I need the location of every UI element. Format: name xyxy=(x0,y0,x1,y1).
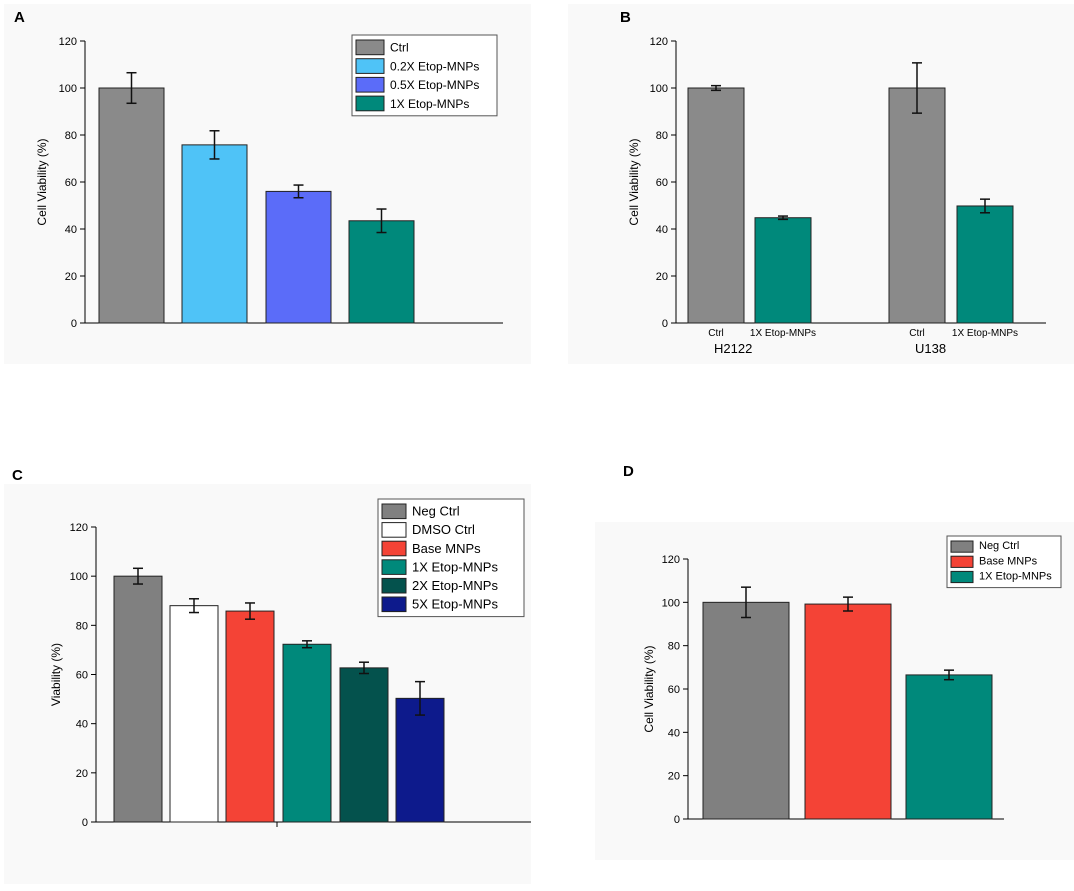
panel-b-bar xyxy=(888,87,946,324)
panel-b-chart: B 0 20 40 60 80 100 120 Cell Viability (%) Ctrl 1X… xyxy=(620,9,1046,356)
panel-a-ytick-label: 0 xyxy=(71,318,77,330)
panel-a-legend-label: 0.5X Etop-MNPs xyxy=(390,78,479,92)
panel-c-bar xyxy=(113,575,163,823)
panel-c-legend-label: Base MNPs xyxy=(412,541,481,556)
panel-d-bar xyxy=(702,601,790,820)
panel-a-legend: Ctrl 0.2X Etop-MNPs 0.5X Etop-MNPs 1X Etop-… xyxy=(351,34,498,117)
panel-d-legend-swatch xyxy=(950,555,974,568)
panel-b-bar xyxy=(687,87,745,324)
panel-b-group-label: U138 xyxy=(915,341,946,356)
panel-a-bar xyxy=(181,144,248,324)
panel-b-bar-label: 1X Etop-MNPs xyxy=(952,328,1018,339)
panel-d-bar xyxy=(804,603,892,820)
panel-c-bar xyxy=(339,667,389,823)
panel-a-legend-label: 0.2X Etop-MNPs xyxy=(390,59,479,73)
panel-d-legend-swatch xyxy=(950,540,974,553)
panel-b-ytick-label: 100 xyxy=(650,83,668,95)
panel-c-ytick-label: 100 xyxy=(70,571,88,583)
panel-c-bar xyxy=(169,605,219,823)
panel-d-ytick-label: 20 xyxy=(668,771,680,783)
panel-a-legend-swatch xyxy=(355,39,385,56)
panel-b-y-label: Cell Viability (%) xyxy=(627,138,641,225)
panel-d-ytick-label: 100 xyxy=(662,597,680,609)
panel-c-legend-swatch xyxy=(381,522,407,538)
panel-a-bar xyxy=(348,220,415,324)
panel-c-chart: C 0 20 40 60 80 100 120 Viability (%) Neg Ctrl DMS… xyxy=(12,467,531,829)
panel-b-ytick-label: 120 xyxy=(650,36,668,48)
panel-a-legend-swatch xyxy=(355,95,385,112)
panel-d-legend-swatch xyxy=(950,570,974,584)
panel-d-legend-label: 1X Etop-MNPs xyxy=(979,571,1052,583)
panel-b-ytick-label: 80 xyxy=(656,130,668,142)
panel-a-legend-label: 1X Etop-MNPs xyxy=(390,97,469,111)
panel-c-legend-label: 5X Etop-MNPs xyxy=(412,597,498,612)
panel-c-y-label: Viability (%) xyxy=(49,643,63,706)
panel-c-legend-label: 2X Etop-MNPs xyxy=(412,578,498,593)
panel-c-ytick-label: 120 xyxy=(70,522,88,534)
panel-a-legend-label: Ctrl xyxy=(390,41,409,55)
panel-c-legend-swatch xyxy=(381,540,407,557)
panel-a-ytick-label: 120 xyxy=(59,36,77,48)
panel-c-legend-label: DMSO Ctrl xyxy=(412,522,475,537)
panel-a-bar xyxy=(98,87,165,324)
panel-c-legend-swatch xyxy=(381,596,407,613)
panel-b-bar-label: Ctrl xyxy=(909,328,925,339)
panel-a-letter: A xyxy=(14,9,25,26)
panel-d-ytick-label: 60 xyxy=(668,684,680,696)
panel-d-chart: D 0 20 40 60 80 100 120 Cell Viability (%) Neg Ct… xyxy=(623,463,1062,826)
panel-b-ytick-label: 0 xyxy=(662,318,668,330)
panel-c-bar xyxy=(225,610,275,823)
panel-d-letter: D xyxy=(623,463,634,480)
panel-c-ytick-label: 0 xyxy=(82,817,88,829)
panel-b-group-label: H2122 xyxy=(714,341,752,356)
panel-c-bar xyxy=(282,643,332,823)
panel-a-ytick-label: 100 xyxy=(59,83,77,95)
panel-d-ytick-label: 80 xyxy=(668,641,680,653)
panel-b-letter: B xyxy=(620,9,631,26)
panel-c-legend-swatch xyxy=(381,559,407,575)
panel-c-legend-swatch xyxy=(381,577,407,594)
panel-a-ytick-label: 60 xyxy=(65,177,77,189)
panel-c-letter: C xyxy=(12,467,23,484)
panel-a-ytick-label: 40 xyxy=(65,224,77,236)
panel-c-legend-label: 1X Etop-MNPs xyxy=(412,559,498,574)
panel-a-legend-swatch xyxy=(355,58,385,74)
panel-c-ytick-label: 20 xyxy=(76,768,88,780)
panel-c-legend: Neg Ctrl DMSO Ctrl Base MNPs 1X Etop-MNPs 2X… xyxy=(377,498,525,618)
panel-b-ytick-label: 20 xyxy=(656,271,668,283)
panel-a-y-label: Cell Viability (%) xyxy=(35,138,49,225)
panel-a-legend-swatch xyxy=(355,76,385,93)
panel-d-ytick-label: 40 xyxy=(668,727,680,739)
panel-b-bar xyxy=(754,217,812,324)
panel-c-ytick-label: 40 xyxy=(76,719,88,731)
panel-d-legend: Neg Ctrl Base MNPs 1X Etop-MNPs xyxy=(946,535,1062,589)
panel-d-legend-label: Neg Ctrl xyxy=(979,540,1019,552)
panel-b-ytick-label: 60 xyxy=(656,177,668,189)
panel-b-ytick-label: 40 xyxy=(656,224,668,236)
panel-b-bar-label: 1X Etop-MNPs xyxy=(750,328,816,339)
panel-a-chart: A 0 20 40 60 80 100 120 Cell Viability (%) Ctrl 0.… xyxy=(14,9,503,330)
panel-c-ytick-label: 60 xyxy=(76,670,88,682)
panel-c-legend-swatch xyxy=(381,503,407,520)
panel-d-legend-label: Base MNPs xyxy=(979,555,1038,567)
panel-c-bar xyxy=(395,697,445,823)
panel-a-bar xyxy=(265,190,332,324)
panel-b-bar xyxy=(956,205,1014,324)
panel-a-ytick-label: 80 xyxy=(65,130,77,142)
panel-b-bar-label: Ctrl xyxy=(708,328,724,339)
panel-d-bar xyxy=(905,674,993,820)
panel-d-y-label: Cell Viability (%) xyxy=(642,645,656,732)
panel-c-ytick-label: 80 xyxy=(76,620,88,632)
panel-a-ytick-label: 20 xyxy=(65,271,77,283)
panel-d-ytick-label: 120 xyxy=(662,554,680,566)
panel-d-ytick-label: 0 xyxy=(674,814,680,826)
panel-c-legend-label: Neg Ctrl xyxy=(412,504,460,519)
